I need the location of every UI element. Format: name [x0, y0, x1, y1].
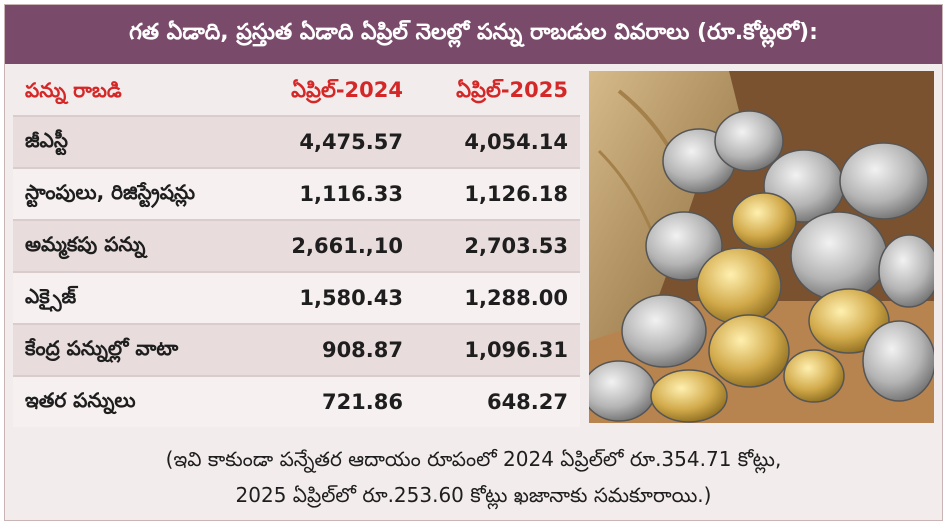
value-apr-2025: 1,096.31: [415, 324, 580, 377]
value-apr-2025: 1,126.18: [415, 168, 580, 221]
value-apr-2025: 1,288.00: [415, 272, 580, 325]
row-label: కేంద్ర పన్నుల్లో వాటా: [13, 324, 248, 377]
footnote-line-1: (ఇవి కాకుండా పన్నేతర ఆదాయం రూపంలో 2024 ఏ…: [165, 447, 782, 471]
page-title: గత ఏడాది, ప్రస్తుత ఏడాది ఏప్రిల్ నెలల్లో…: [5, 5, 942, 64]
coins-sack-photo: [589, 71, 934, 423]
value-apr-2025: 648.27: [415, 376, 580, 427]
footnote-line-2: 2025 ఏప్రిల్‌లో రూ.253.60 కోట్లు ఖజానాకు…: [235, 483, 712, 507]
table-row: ఇతర పన్నులు 721.86 648.27: [13, 376, 580, 427]
column-header-revenue: పన్ను రాబడి: [13, 70, 248, 117]
value-apr-2024: 4,475.57: [248, 116, 415, 169]
footnote: (ఇవి కాకుండా పన్నేతర ఆదాయం రూపంలో 2024 ఏ…: [5, 437, 942, 517]
value-apr-2024: 2,661.,10: [248, 220, 415, 273]
table-row: అమ్మకపు పన్ను 2,661.,10 2,703.53: [13, 220, 580, 273]
column-header-apr-2024: ఏప్రిల్-2024: [248, 70, 415, 117]
tax-revenue-table: పన్ను రాబడి ఏప్రిల్-2024 ఏప్రిల్-2025 జీ…: [13, 70, 580, 427]
row-label: జీఎస్టీ: [13, 116, 248, 169]
table-header-row: పన్ను రాబడి ఏప్రిల్-2024 ఏప్రిల్-2025: [13, 70, 580, 117]
row-label: అమ్మకపు పన్ను: [13, 220, 248, 273]
table-row: జీఎస్టీ 4,475.57 4,054.14: [13, 116, 580, 169]
value-apr-2024: 1,116.33: [248, 168, 415, 221]
table-row: ఎక్సైజ్ 1,580.43 1,288.00: [13, 272, 580, 325]
value-apr-2024: 1,580.43: [248, 272, 415, 325]
row-label: ఇతర పన్నులు: [13, 376, 248, 427]
table-row: కేంద్ర పన్నుల్లో వాటా 908.87 1,096.31: [13, 324, 580, 377]
page-title-text: గత ఏడాది, ప్రస్తుత ఏడాది ఏప్రిల్ నెలల్లో…: [129, 19, 818, 45]
tax-revenue-card: గత ఏడాది, ప్రస్తుత ఏడాది ఏప్రిల్ నెలల్లో…: [4, 4, 943, 521]
row-label: స్టాంపులు, రిజిస్ట్రేషన్లు: [13, 168, 248, 221]
value-apr-2024: 721.86: [248, 376, 415, 427]
value-apr-2024: 908.87: [248, 324, 415, 377]
value-apr-2025: 2,703.53: [415, 220, 580, 273]
row-label: ఎక్సైజ్: [13, 272, 248, 325]
table-row: స్టాంపులు, రిజిస్ట్రేషన్లు 1,116.33 1,12…: [13, 168, 580, 221]
value-apr-2025: 4,054.14: [415, 116, 580, 169]
column-header-apr-2025: ఏప్రిల్-2025: [415, 70, 580, 117]
